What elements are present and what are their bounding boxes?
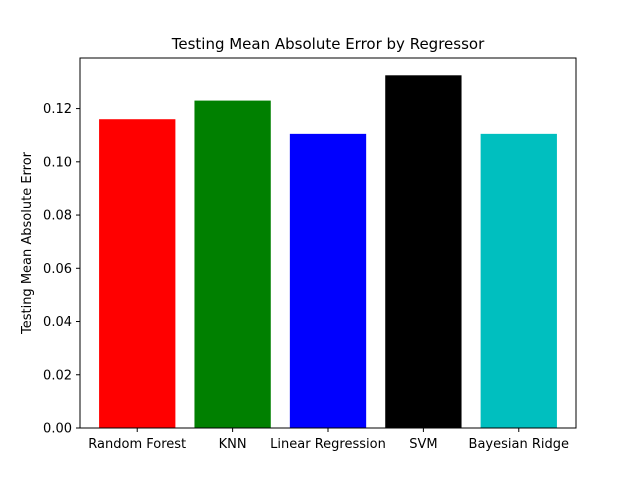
y-tick-label: 0.12 (43, 102, 72, 117)
y-tick-label: 0.10 (43, 155, 72, 170)
bar-bayesian-ridge (480, 133, 557, 429)
y-tick-label: 0.08 (43, 209, 72, 224)
y-tick-label: 0.00 (43, 422, 72, 437)
x-tick-label: SVM (409, 437, 437, 452)
bar-linear-regression (289, 133, 367, 429)
y-axis-label: Testing Mean Absolute Error (20, 151, 35, 335)
bar-svm (385, 75, 462, 429)
y-tick-label: 0.02 (43, 368, 72, 383)
chart-title: Testing Mean Absolute Error by Regressor (171, 35, 485, 53)
x-tick-label: KNN (219, 437, 247, 452)
x-axis-ticks: Random Forest KNN Linear Regression SVM Baye… (88, 428, 569, 452)
bar-random-forest (99, 119, 176, 428)
bar-knn (194, 100, 271, 428)
x-tick-label: Linear Regression (270, 437, 386, 452)
x-tick-label: Random Forest (88, 437, 186, 452)
y-tick-label: 0.06 (43, 262, 72, 277)
plot-frame (79, 57, 577, 429)
x-tick-label: Bayesian Ridge (469, 437, 569, 452)
bars-group (99, 75, 557, 429)
y-tick-label: 0.04 (43, 315, 72, 330)
y-axis-ticks: 0.00 0.02 0.04 0.06 0.08 0.10 0.12 (43, 102, 80, 437)
